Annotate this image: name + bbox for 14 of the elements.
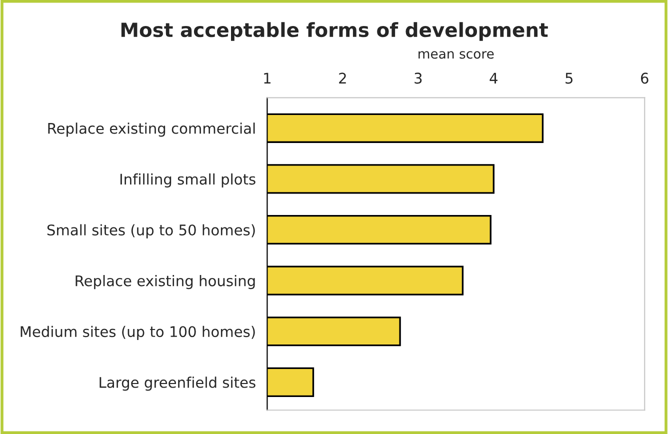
y-tick-label: Small sites (up to 50 homes) bbox=[47, 224, 255, 238]
y-tick-label: Large greenfield sites bbox=[100, 376, 256, 391]
x-tick-label: 6 bbox=[641, 72, 648, 84]
x-tick-label: 3 bbox=[414, 72, 422, 84]
x-tick-label: 1 bbox=[264, 72, 270, 84]
x-tick-label: 5 bbox=[566, 72, 572, 84]
x-tick-label: 4 bbox=[490, 72, 498, 84]
y-tick-label: Infilling small plots bbox=[120, 173, 256, 188]
y-tick-label: Medium sites (up to 100 homes) bbox=[20, 326, 255, 340]
y-tick-label: Replace existing housing bbox=[76, 275, 255, 290]
y-tick-label: Replace existing commercial bbox=[48, 122, 255, 137]
chart-title: Most acceptable forms of development bbox=[121, 22, 548, 41]
x-axis-title: mean score bbox=[418, 51, 494, 59]
x-tick-label: 2 bbox=[339, 72, 346, 84]
